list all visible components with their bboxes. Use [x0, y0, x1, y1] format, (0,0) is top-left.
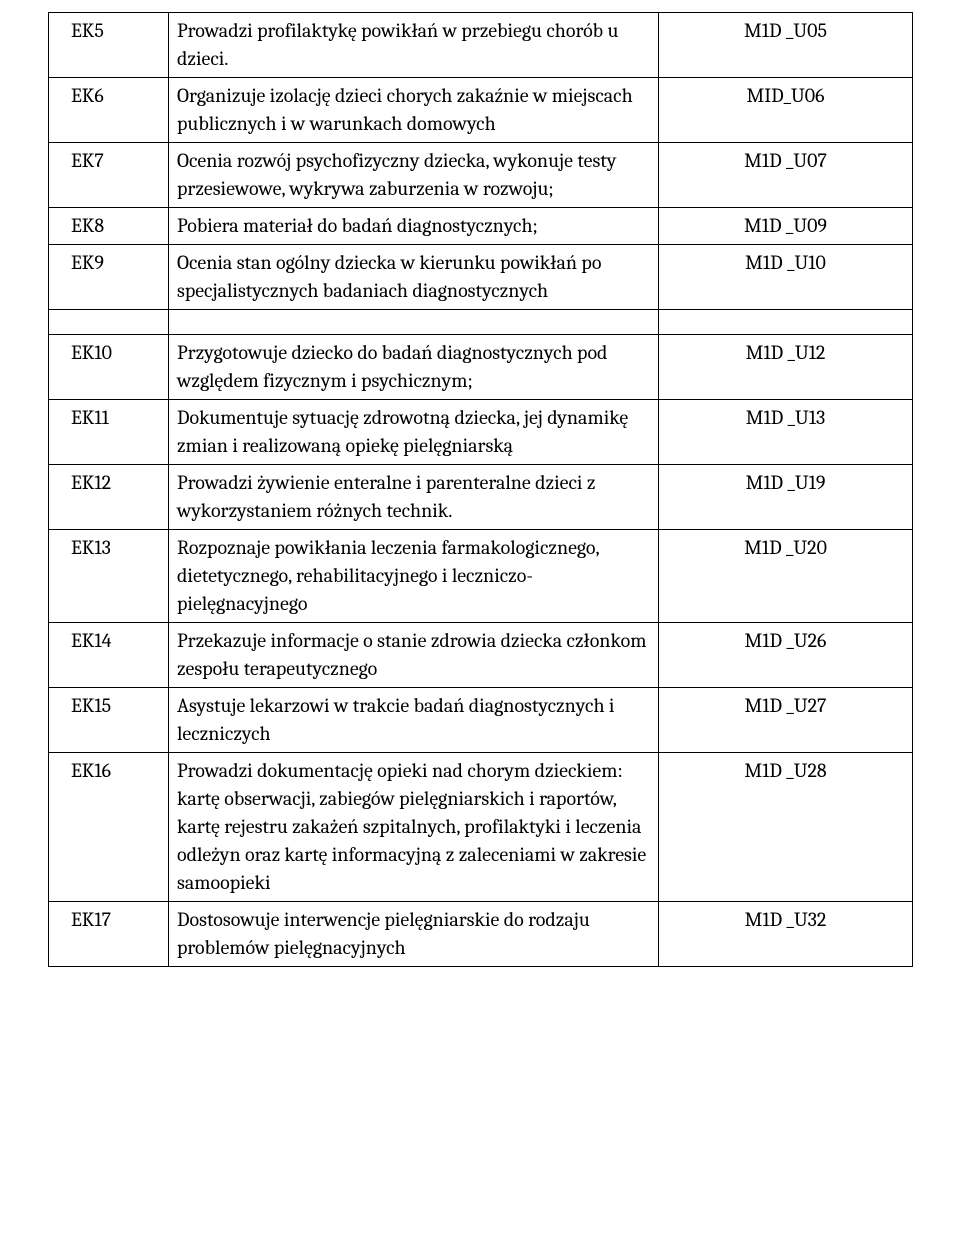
row-code: M1D _U32 [659, 902, 913, 967]
gap-id [49, 310, 169, 335]
row-code: M1D _U28 [659, 753, 913, 902]
row-description: Dokumentuje sytuację zdrowotną dziecka, … [169, 400, 659, 465]
row-description: Prowadzi dokumentację opieki nad chorym … [169, 753, 659, 902]
row-id: EK11 [49, 400, 169, 465]
row-description: Prowadzi profilaktykę powikłań w przebie… [169, 13, 659, 78]
table-row: EK8Pobiera materiał do badań diagnostycz… [49, 208, 913, 245]
gap-code [659, 310, 913, 335]
row-id: EK7 [49, 143, 169, 208]
row-description: Asystuje lekarzowi w trakcie badań diagn… [169, 688, 659, 753]
row-code: M1D _U07 [659, 143, 913, 208]
table-row: EK16Prowadzi dokumentację opieki nad cho… [49, 753, 913, 902]
row-code: M1D _U20 [659, 530, 913, 623]
row-code: M1D _U27 [659, 688, 913, 753]
table-row: EK7Ocenia rozwój psychofizyczny dziecka,… [49, 143, 913, 208]
table-row: EK17Dostosowuje interwencje pielęgniarsk… [49, 902, 913, 967]
table-row: EK11Dokumentuje sytuację zdrowotną dziec… [49, 400, 913, 465]
row-id: EK8 [49, 208, 169, 245]
row-description: Ocenia rozwój psychofizyczny dziecka, wy… [169, 143, 659, 208]
row-description: Przekazuje informacje o stanie zdrowia d… [169, 623, 659, 688]
row-code: M1D _U09 [659, 208, 913, 245]
table-row: EK10Przygotowuje dziecko do badań diagno… [49, 335, 913, 400]
table-row: EK14Przekazuje informacje o stanie zdrow… [49, 623, 913, 688]
row-code: M1D _U10 [659, 245, 913, 310]
row-code: M1D _U13 [659, 400, 913, 465]
row-id: EK10 [49, 335, 169, 400]
table-gap-row [49, 310, 913, 335]
row-description: Przygotowuje dziecko do badań diagnostyc… [169, 335, 659, 400]
row-id: EK15 [49, 688, 169, 753]
row-description: Dostosowuje interwencje pielęgniarskie d… [169, 902, 659, 967]
table-row: EK9Ocenia stan ogólny dziecka w kierunku… [49, 245, 913, 310]
row-id: EK6 [49, 78, 169, 143]
table-row: EK12Prowadzi żywienie enteralne i parent… [49, 465, 913, 530]
row-id: EK14 [49, 623, 169, 688]
table-row: EK6Organizuje izolację dzieci chorych za… [49, 78, 913, 143]
row-id: EK5 [49, 13, 169, 78]
ek-table: EK5Prowadzi profilaktykę powikłań w prze… [48, 12, 913, 967]
gap-desc [169, 310, 659, 335]
row-id: EK17 [49, 902, 169, 967]
row-description: Prowadzi żywienie enteralne i parenteral… [169, 465, 659, 530]
row-description: Rozpoznaje powikłania leczenia farmakolo… [169, 530, 659, 623]
row-code: M1D _U19 [659, 465, 913, 530]
row-code: MID_U06 [659, 78, 913, 143]
row-description: Ocenia stan ogólny dziecka w kierunku po… [169, 245, 659, 310]
row-code: M1D _U12 [659, 335, 913, 400]
row-id: EK9 [49, 245, 169, 310]
table-row: EK15Asystuje lekarzowi w trakcie badań d… [49, 688, 913, 753]
row-id: EK12 [49, 465, 169, 530]
table-row: EK5Prowadzi profilaktykę powikłań w prze… [49, 13, 913, 78]
table-row: EK13Rozpoznaje powikłania leczenia farma… [49, 530, 913, 623]
row-description: Organizuje izolację dzieci chorych zakaź… [169, 78, 659, 143]
row-code: M1D _U05 [659, 13, 913, 78]
row-id: EK16 [49, 753, 169, 902]
page: EK5Prowadzi profilaktykę powikłań w prze… [0, 0, 960, 991]
row-description: Pobiera materiał do badań diagnostycznyc… [169, 208, 659, 245]
row-id: EK13 [49, 530, 169, 623]
row-code: M1D _U26 [659, 623, 913, 688]
